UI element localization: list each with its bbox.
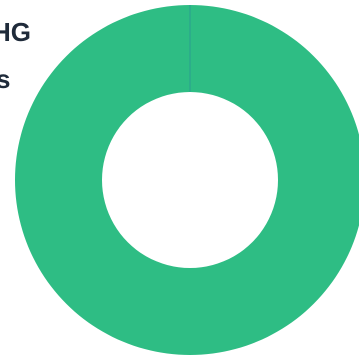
donut-slice xyxy=(14,5,359,355)
